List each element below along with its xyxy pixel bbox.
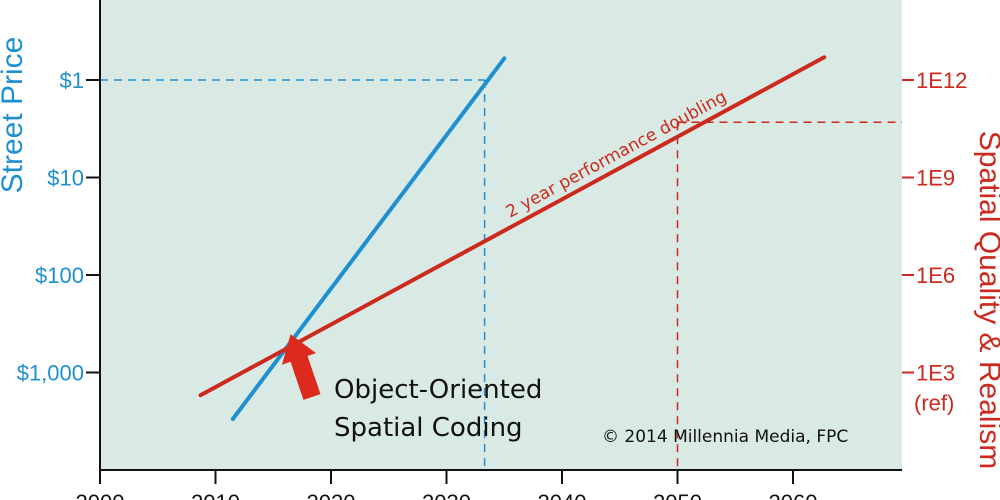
right-tick-label: 1E12: [916, 68, 967, 93]
annotation-line-1: Object-Oriented: [334, 375, 542, 405]
plot-area: [100, 0, 902, 470]
series-line-price: [230, 56, 507, 421]
right-tick-label: 1E9: [916, 166, 955, 191]
series-line-quality: [198, 55, 827, 398]
x-tick-label: 2000: [76, 490, 125, 500]
annotation-line-2: Spatial Coding: [334, 413, 523, 443]
x-axis-ticks: 2000 2010 2020 2030 2040 2050 2060: [76, 470, 818, 500]
right-axis-title: Spatial Quality & Realism: [973, 131, 1000, 469]
right-axis-ticks: 1E12 1E9 1E6 1E3 (ref): [902, 68, 967, 416]
right-tick-label: 1E3: [916, 361, 955, 386]
reference-lines: [100, 79, 902, 470]
axes: [99, 0, 902, 471]
right-tick-sublabel: (ref): [914, 391, 954, 416]
x-tick-label: 2020: [307, 490, 356, 500]
left-tick-label: $10: [47, 166, 84, 191]
x-tick-label: 2060: [769, 490, 818, 500]
x-tick-label: 2010: [191, 490, 240, 500]
left-tick-label: $1: [60, 68, 84, 93]
left-axis-title: Street Price: [0, 37, 29, 194]
x-tick-label: 2050: [653, 490, 702, 500]
right-tick-label: 1E6: [916, 263, 955, 288]
left-tick-label: $100: [35, 263, 84, 288]
arrow-icon: [281, 334, 321, 400]
series-lines: [198, 55, 827, 421]
left-tick-label: $1,000: [17, 361, 84, 386]
x-tick-label: 2040: [538, 490, 587, 500]
copyright: © 2014 Millennia Media, FPC: [602, 427, 848, 447]
left-axis-ticks: $1 $10 $100 $1,000: [17, 68, 100, 386]
x-tick-label: 2030: [422, 490, 471, 500]
